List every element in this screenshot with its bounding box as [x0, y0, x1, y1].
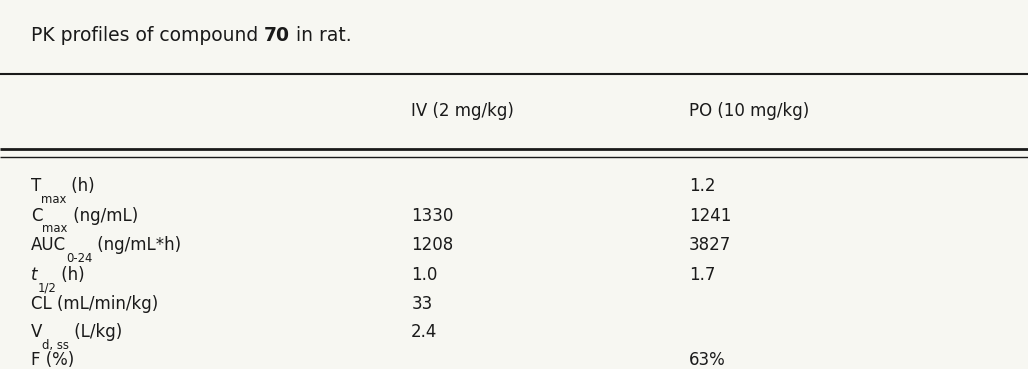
Text: C: C	[31, 207, 42, 225]
Text: PK profiles of compound: PK profiles of compound	[31, 26, 264, 45]
Text: max: max	[42, 222, 68, 235]
Text: 33: 33	[411, 296, 433, 313]
Text: IV (2 mg/kg): IV (2 mg/kg)	[411, 102, 514, 120]
Text: max: max	[41, 193, 67, 206]
Text: 1208: 1208	[411, 237, 453, 254]
Text: F (%): F (%)	[31, 351, 74, 369]
Text: (h): (h)	[67, 177, 95, 195]
Text: 3827: 3827	[689, 237, 731, 254]
Text: 2.4: 2.4	[411, 323, 438, 341]
Text: (L/kg): (L/kg)	[69, 323, 122, 341]
Text: 63%: 63%	[689, 351, 726, 369]
Text: CL (mL/min/kg): CL (mL/min/kg)	[31, 296, 158, 313]
Text: T: T	[31, 177, 41, 195]
Text: AUC: AUC	[31, 237, 66, 254]
Text: 0-24: 0-24	[66, 252, 93, 265]
Text: 1330: 1330	[411, 207, 453, 225]
Text: 1241: 1241	[689, 207, 731, 225]
Text: 1.2: 1.2	[689, 177, 715, 195]
Text: (ng/mL*h): (ng/mL*h)	[93, 237, 182, 254]
Text: t: t	[31, 266, 37, 284]
Text: d, ss: d, ss	[42, 338, 69, 352]
Text: 1.0: 1.0	[411, 266, 438, 284]
Text: PO (10 mg/kg): PO (10 mg/kg)	[689, 102, 809, 120]
Text: 70: 70	[264, 26, 290, 45]
Text: 1/2: 1/2	[37, 281, 57, 294]
Text: (ng/mL): (ng/mL)	[68, 207, 138, 225]
Text: 1.7: 1.7	[689, 266, 715, 284]
Text: V: V	[31, 323, 42, 341]
Text: (h): (h)	[57, 266, 84, 284]
Text: in rat.: in rat.	[290, 26, 352, 45]
